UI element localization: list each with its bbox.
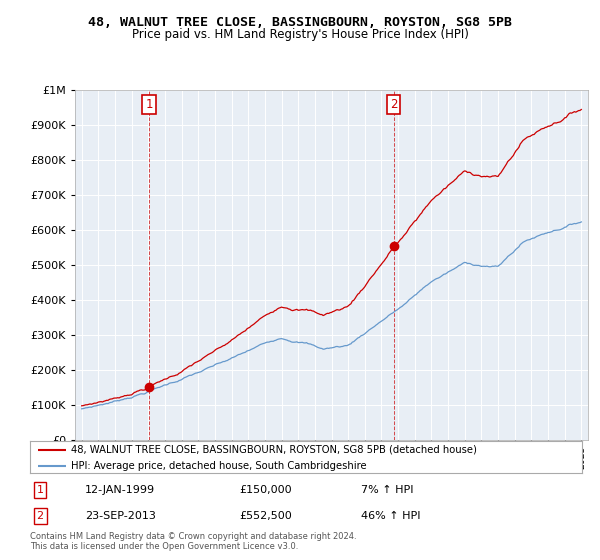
Text: Price paid vs. HM Land Registry's House Price Index (HPI): Price paid vs. HM Land Registry's House … xyxy=(131,28,469,41)
Text: 2: 2 xyxy=(37,511,44,521)
Text: 48, WALNUT TREE CLOSE, BASSINGBOURN, ROYSTON, SG8 5PB (detached house): 48, WALNUT TREE CLOSE, BASSINGBOURN, ROY… xyxy=(71,445,477,455)
Text: £552,500: £552,500 xyxy=(240,511,293,521)
Text: 1: 1 xyxy=(37,485,44,495)
Text: 23-SEP-2013: 23-SEP-2013 xyxy=(85,511,156,521)
Text: 1: 1 xyxy=(145,99,153,111)
Text: 46% ↑ HPI: 46% ↑ HPI xyxy=(361,511,421,521)
Text: 2: 2 xyxy=(390,99,397,111)
Text: 48, WALNUT TREE CLOSE, BASSINGBOURN, ROYSTON, SG8 5PB: 48, WALNUT TREE CLOSE, BASSINGBOURN, ROY… xyxy=(88,16,512,29)
Text: HPI: Average price, detached house, South Cambridgeshire: HPI: Average price, detached house, Sout… xyxy=(71,461,367,471)
Text: 7% ↑ HPI: 7% ↑ HPI xyxy=(361,485,414,495)
Text: 12-JAN-1999: 12-JAN-1999 xyxy=(85,485,155,495)
Text: £150,000: £150,000 xyxy=(240,485,292,495)
Text: Contains HM Land Registry data © Crown copyright and database right 2024.
This d: Contains HM Land Registry data © Crown c… xyxy=(30,532,356,552)
